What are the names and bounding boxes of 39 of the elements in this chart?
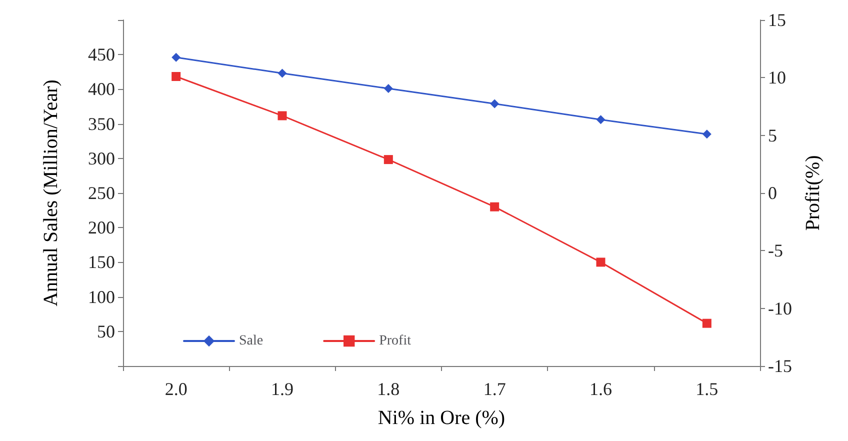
y-tick-label: 200 — [88, 218, 115, 238]
y2-tick-label: 10 — [768, 68, 786, 88]
legend-label: Sale — [239, 334, 264, 348]
y2-tick-label: -15 — [768, 356, 792, 376]
y-tick-label: 450 — [88, 44, 115, 65]
point — [278, 68, 287, 78]
y-tick-label: 300 — [88, 148, 115, 168]
point — [490, 99, 500, 108]
point — [702, 318, 712, 328]
y-tick-label: 350 — [88, 114, 115, 134]
y-tick-label: 250 — [88, 183, 115, 203]
x-tick-label: 1.9 — [271, 379, 294, 399]
point — [172, 52, 181, 62]
x-tick-label: 1.7 — [483, 379, 506, 399]
x-tick-label: 2.0 — [164, 379, 188, 399]
y-tick-label: 100 — [88, 286, 115, 307]
legend-label: Profit — [379, 334, 412, 348]
x-tick-label: 1.6 — [590, 379, 612, 399]
y2-tick-label: -10 — [768, 298, 792, 318]
y2-tick-label: 0 — [768, 183, 777, 203]
point — [596, 115, 606, 124]
y-tick-label: 400 — [88, 79, 115, 100]
y2-tick-label: -5 — [768, 240, 783, 261]
y-tick-label: 50 — [97, 321, 115, 342]
y-axis-title: Annual Sales (Million/Year) — [40, 80, 62, 306]
y2-tick-label: 5 — [768, 125, 777, 146]
y-tick-label: 150 — [88, 252, 115, 272]
point — [172, 72, 181, 82]
point — [384, 84, 393, 94]
x-tick-label: 1.8 — [377, 379, 400, 399]
point — [596, 258, 606, 267]
point — [278, 111, 287, 120]
y2-tick-label: 15 — [768, 10, 786, 30]
y2-axis-title: Profit(%) — [802, 155, 824, 231]
point — [702, 130, 712, 139]
point — [490, 202, 500, 212]
x-tick-label: 1.5 — [696, 379, 718, 399]
x-axis-title: Ni% in Ore (%) — [378, 407, 506, 429]
point — [384, 155, 393, 164]
